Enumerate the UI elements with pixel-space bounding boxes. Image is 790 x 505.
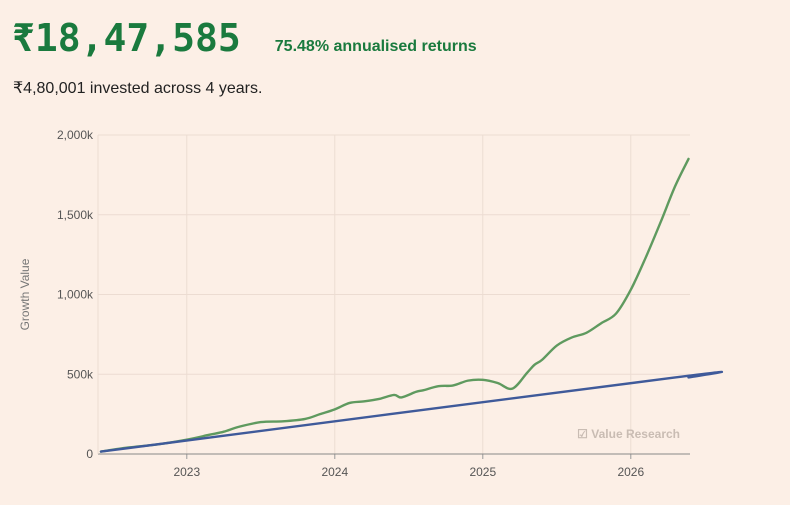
y-tick-label: 500k bbox=[67, 367, 94, 381]
growth-chart: 0 500k 1,000k 1,500k 2,000k 2023 2024 2025 2026 G… bbox=[18, 128, 724, 479]
y-tick-label: 1,500k bbox=[57, 208, 94, 222]
y-axis-label: Growth Value bbox=[18, 258, 32, 330]
annualised-returns: 75.48% annualised returns bbox=[274, 38, 477, 55]
growth-series-line bbox=[99, 157, 690, 453]
watermark: ☑ Value Research bbox=[577, 427, 680, 441]
portfolio-value: ₹18,47,585 bbox=[12, 16, 241, 60]
y-tick-label: 2,000k bbox=[57, 128, 94, 142]
x-tick-label: 2025 bbox=[469, 465, 496, 479]
x-tick-label: 2026 bbox=[617, 465, 644, 479]
y-tick-label: 0 bbox=[86, 447, 93, 461]
invested-summary: ₹4,80,001 invested across 4 years. bbox=[13, 80, 263, 97]
summary-header: ₹18,47,585 75.48% annualised returns bbox=[12, 16, 477, 60]
y-tick-label: 1,000k bbox=[57, 288, 94, 302]
x-tick-label: 2023 bbox=[173, 465, 200, 479]
x-tick-label: 2024 bbox=[321, 465, 348, 479]
invested-series-line bbox=[99, 370, 724, 453]
